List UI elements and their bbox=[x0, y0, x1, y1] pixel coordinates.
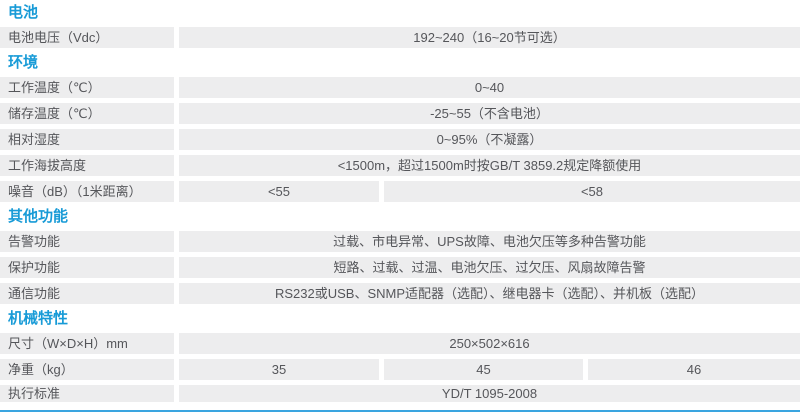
row-label: 告警功能 bbox=[0, 231, 174, 252]
row-label: 噪音（dB）（1米距离） bbox=[0, 181, 174, 202]
row-value: 过载、市电异常、UPS故障、电池欠压等多种告警功能 bbox=[179, 231, 800, 252]
table-row: 工作海拔高度 <1500m，超过1500m时按GB/T 3859.2规定降额使用 bbox=[0, 155, 800, 176]
row-label: 执行标准 bbox=[0, 385, 174, 402]
table-row: 告警功能 过载、市电异常、UPS故障、电池欠压等多种告警功能 bbox=[0, 231, 800, 252]
section-rows: 告警功能 过载、市电异常、UPS故障、电池欠压等多种告警功能 保护功能 短路、过… bbox=[0, 231, 800, 304]
spec-section: 环境 工作温度（℃） 0~40 储存温度（℃） -25~55（不含电池） 相对湿… bbox=[0, 53, 800, 202]
row-value: RS232或USB、SNMP适配器（选配）、继电器卡（选配）、并机板（选配） bbox=[179, 283, 800, 304]
section-rows: 电池电压（Vdc） 192~240（16~20节可选） bbox=[0, 27, 800, 48]
table-row: 执行标准 YD/T 1095-2008 bbox=[0, 385, 800, 402]
row-value: <58 bbox=[384, 181, 800, 202]
row-value: 46 bbox=[588, 359, 800, 380]
row-value: 45 bbox=[384, 359, 583, 380]
table-row: 保护功能 短路、过载、过温、电池欠压、过欠压、风扇故障告警 bbox=[0, 257, 800, 278]
row-value: 0~40 bbox=[179, 77, 800, 98]
row-label: 保护功能 bbox=[0, 257, 174, 278]
table-row: 相对湿度 0~95%（不凝露） bbox=[0, 129, 800, 150]
row-value: YD/T 1095-2008 bbox=[179, 385, 800, 402]
row-value: 192~240（16~20节可选） bbox=[179, 27, 800, 48]
row-value: 250×502×616 bbox=[179, 333, 800, 354]
table-row: 净重（kg） 35 45 46 bbox=[0, 359, 800, 380]
table-row: 噪音（dB）（1米距离） <55 <58 bbox=[0, 181, 800, 202]
section-title: 其他功能 bbox=[8, 208, 69, 225]
spec-section: 电池 电池电压（Vdc） 192~240（16~20节可选） bbox=[0, 3, 800, 48]
row-label: 储存温度（℃） bbox=[0, 103, 174, 124]
bottom-divider bbox=[0, 410, 800, 412]
row-label: 工作温度（℃） bbox=[0, 77, 174, 98]
table-row: 尺寸（W×D×H）mm 250×502×616 bbox=[0, 333, 800, 354]
table-row: 电池电压（Vdc） 192~240（16~20节可选） bbox=[0, 27, 800, 48]
section-rows: 尺寸（W×D×H）mm 250×502×616 净重（kg） 35 45 46 执行… bbox=[0, 333, 800, 402]
row-value: <1500m，超过1500m时按GB/T 3859.2规定降额使用 bbox=[179, 155, 800, 176]
table-row: 通信功能 RS232或USB、SNMP适配器（选配）、继电器卡（选配）、并机板（… bbox=[0, 283, 800, 304]
table-row: 储存温度（℃） -25~55（不含电池） bbox=[0, 103, 800, 124]
section-title: 机械特性 bbox=[8, 310, 69, 327]
spec-section: 机械特性 尺寸（W×D×H）mm 250×502×616 净重（kg） 35 45… bbox=[0, 309, 800, 402]
section-title: 电池 bbox=[8, 4, 39, 21]
row-value: 短路、过载、过温、电池欠压、过欠压、风扇故障告警 bbox=[179, 257, 800, 278]
section-title: 环境 bbox=[8, 54, 39, 71]
row-label: 工作海拔高度 bbox=[0, 155, 174, 176]
row-label: 相对湿度 bbox=[0, 129, 174, 150]
row-label: 尺寸（W×D×H）mm bbox=[0, 333, 174, 354]
table-row: 工作温度（℃） 0~40 bbox=[0, 77, 800, 98]
row-value: -25~55（不含电池） bbox=[179, 103, 800, 124]
row-label: 净重（kg） bbox=[0, 359, 174, 380]
spec-table: 电池 电池电压（Vdc） 192~240（16~20节可选） 环境 工作温度（℃… bbox=[0, 3, 800, 402]
section-rows: 工作温度（℃） 0~40 储存温度（℃） -25~55（不含电池） 相对湿度 0… bbox=[0, 77, 800, 202]
spec-section: 其他功能 告警功能 过载、市电异常、UPS故障、电池欠压等多种告警功能 保护功能… bbox=[0, 207, 800, 304]
row-value: <55 bbox=[179, 181, 379, 202]
row-value: 35 bbox=[179, 359, 379, 380]
row-value: 0~95%（不凝露） bbox=[179, 129, 800, 150]
row-label: 通信功能 bbox=[0, 283, 174, 304]
row-label: 电池电压（Vdc） bbox=[0, 27, 174, 48]
